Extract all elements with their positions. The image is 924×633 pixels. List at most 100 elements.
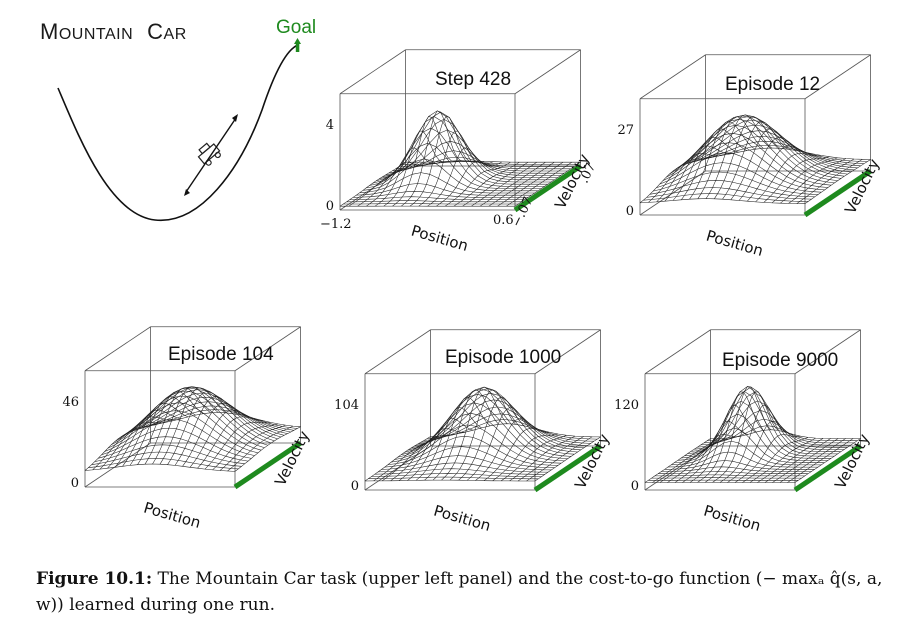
mesh-line [689,124,855,171]
velocity-axis-bar [233,440,302,490]
mesh-line [174,396,241,466]
mesh-line [398,160,574,167]
surface-mesh [639,114,871,204]
velocity-axis-bar [793,443,862,493]
bounding-box-edge [514,49,581,95]
mesh-line [675,115,842,179]
mesh-line [787,438,854,483]
z-max-tick: 4 [326,118,334,133]
mesh-line [376,110,552,183]
mesh-line [122,402,189,467]
mesh-line [747,145,813,202]
mesh-line [234,426,301,472]
panel-title: Episode 12 [725,74,820,95]
z-min-tick: 0 [71,476,79,491]
bounding-box-edge [339,49,406,95]
mesh-line [755,153,822,203]
mesh-line [749,437,816,483]
mesh-line [685,119,851,173]
mesh-line [462,161,529,207]
z-max-tick: 27 [617,123,634,138]
mesh-line [479,161,546,207]
mesh-line [497,161,564,207]
velocity-axis-bar [533,443,602,493]
panel-title: Episode 9000 [722,350,838,371]
mesh-line [794,438,861,483]
mesh-line [404,388,575,455]
mesh-line [219,424,286,471]
motion-arrow-icon [184,114,238,196]
mountain-car-title: MOUNTAIN CAR [40,19,187,44]
mesh-line [475,418,542,481]
caption-text: The Mountain Car task (upper left panel)… [36,569,883,615]
mesh-line [771,157,838,204]
mesh-line [697,400,848,448]
position-axis-label: Position [432,502,493,535]
mesh-line [430,423,601,438]
surface-mesh [644,386,861,483]
mesh-line [212,423,279,471]
mesh-line [509,435,576,482]
mesh-line [710,429,861,439]
bounding-box-edge [644,329,711,375]
figure: MOUNTAIN CAR Goal Step 42840PositionVeloc… [40,17,883,535]
z-min-tick: 0 [626,204,634,219]
mesh-line [389,140,565,174]
mesh-line [772,438,839,483]
caption-label: Figure 10.1: [36,569,153,589]
mesh-line [742,437,809,483]
mesh-line [694,392,845,450]
bounding-box-edge [364,329,431,375]
mesh-line [144,387,211,465]
mesh-line [692,130,858,169]
z-max-tick: 120 [614,398,639,413]
mesh-line [705,114,772,199]
mesh-line [197,416,264,469]
figure-caption: Figure 10.1: The Mountain Car task (uppe… [36,566,896,618]
mesh-line [695,135,861,167]
mesh-line [492,433,559,482]
position-axis-label: Position [704,227,765,260]
mesh-line [449,389,516,481]
mesh-line [130,389,281,438]
panel-title: Episode 104 [168,344,274,365]
position-axis-label: Position [409,222,470,255]
mesh-line [204,422,271,470]
position-axis-label: Position [702,502,763,535]
mesh-line [500,435,567,482]
mesh-line [405,160,581,163]
mesh-line [526,436,593,482]
bounding-box-edge [84,442,151,488]
mesh-line [134,392,285,436]
mesh-line [444,161,511,207]
mesh-line [410,388,581,451]
bounding-box-edge [794,329,861,375]
mountain-car-panel: MOUNTAIN CAR Goal [40,17,316,221]
surface-mesh [339,110,581,207]
goal-label: Goal [276,17,316,38]
mesh-line [458,396,525,481]
mesh-line [88,458,239,470]
bounding-box-edge [234,326,301,372]
z-min-tick: 0 [351,479,359,494]
mesh-line [764,438,831,483]
mesh-line [466,407,533,481]
mesh-line [705,147,871,160]
mesh-line [379,111,555,181]
mesh-line [682,116,848,175]
bounding-box-edge [84,326,151,372]
z-min-tick: 0 [326,199,334,214]
mesh-line [719,405,786,483]
mesh-line [488,161,555,207]
mesh-line [788,158,855,204]
mesh-line [666,133,832,186]
mesh-line [414,393,585,448]
mesh-line [402,161,578,165]
mesh-line [698,140,865,164]
